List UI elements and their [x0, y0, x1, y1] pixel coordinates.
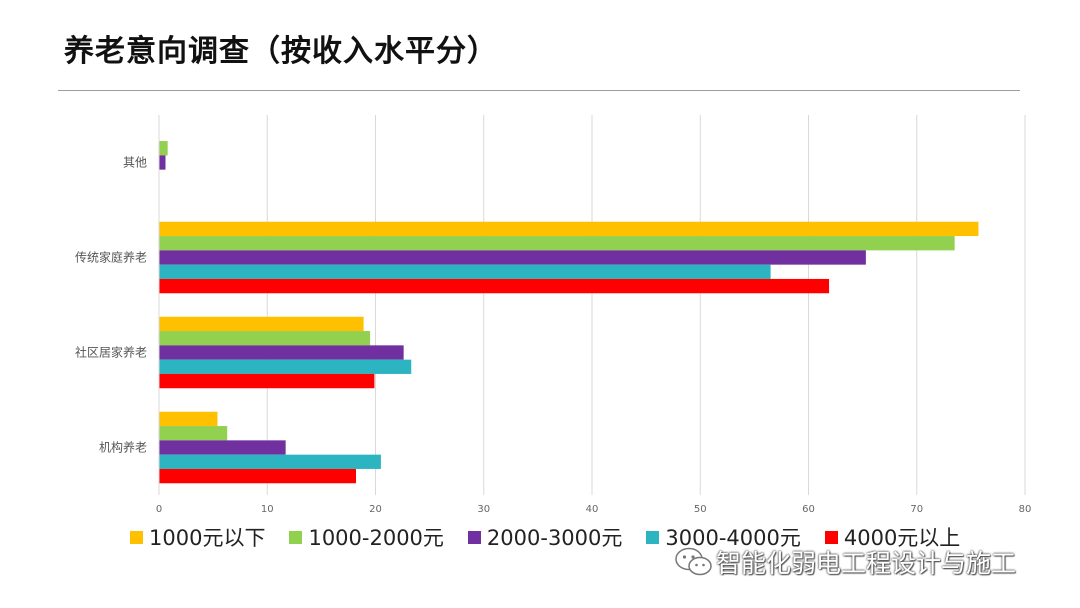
bar	[159, 316, 364, 332]
bar	[159, 264, 771, 279]
x-tick-label: 40	[586, 504, 599, 515]
legend-label: 1000-2000元	[308, 526, 444, 550]
x-tick-label: 0	[156, 504, 162, 515]
x-tick-label: 20	[369, 504, 382, 515]
bar	[159, 426, 228, 441]
chart-legend: 1000元以下 1000-2000元 2000-3000元 3000-4000元 400…	[130, 520, 984, 554]
legend-label: 1000元以下	[149, 526, 266, 550]
bar	[159, 345, 404, 360]
bar	[159, 331, 371, 346]
page-title: 养老意向调查（按收入水平分）	[64, 34, 498, 69]
legend-item: 2000-3000元	[467, 522, 623, 552]
title-divider	[58, 90, 1020, 91]
bar	[159, 278, 830, 294]
category-label: 机构养老	[99, 440, 147, 455]
x-tick-label: 50	[694, 504, 707, 515]
bar	[159, 373, 375, 389]
legend-item: 3000-4000元	[646, 522, 801, 552]
legend-swatch	[289, 530, 303, 544]
bar	[159, 155, 166, 170]
bar	[159, 250, 866, 265]
legend-swatch	[646, 530, 660, 544]
category-label: 传统家庭养老	[75, 250, 147, 265]
x-tick-label: 70	[910, 504, 923, 515]
x-tick-label: 10	[261, 504, 274, 515]
bar	[159, 468, 357, 484]
bar	[159, 221, 979, 237]
category-label: 其他	[123, 156, 147, 170]
legend-item: 4000元以上	[824, 522, 961, 552]
legend-swatch	[467, 530, 481, 544]
bar	[159, 359, 412, 374]
bar	[159, 236, 955, 251]
watermark: 智能化弱电工程设计与施工	[672, 544, 1016, 580]
legend-item: 1000元以下	[130, 522, 265, 552]
bar	[159, 411, 218, 427]
watermark-text: 智能化弱电工程设计与施工	[716, 549, 1017, 578]
legend-label: 4000元以上	[843, 526, 961, 550]
x-tick-label: 80	[1019, 504, 1032, 515]
category-label: 社区居家养老	[75, 345, 147, 360]
x-tick-label: 30	[477, 504, 490, 515]
bar	[159, 440, 286, 455]
legend-label: 2000-3000元	[486, 526, 623, 550]
legend-item: 1000-2000元	[289, 522, 444, 552]
wechat-icon	[675, 547, 712, 576]
legend-label: 3000-4000元	[665, 526, 801, 550]
legend-swatch	[130, 530, 143, 544]
bar	[159, 141, 168, 156]
bar	[159, 454, 381, 469]
legend-swatch	[824, 530, 838, 544]
x-tick-label: 60	[802, 504, 815, 515]
